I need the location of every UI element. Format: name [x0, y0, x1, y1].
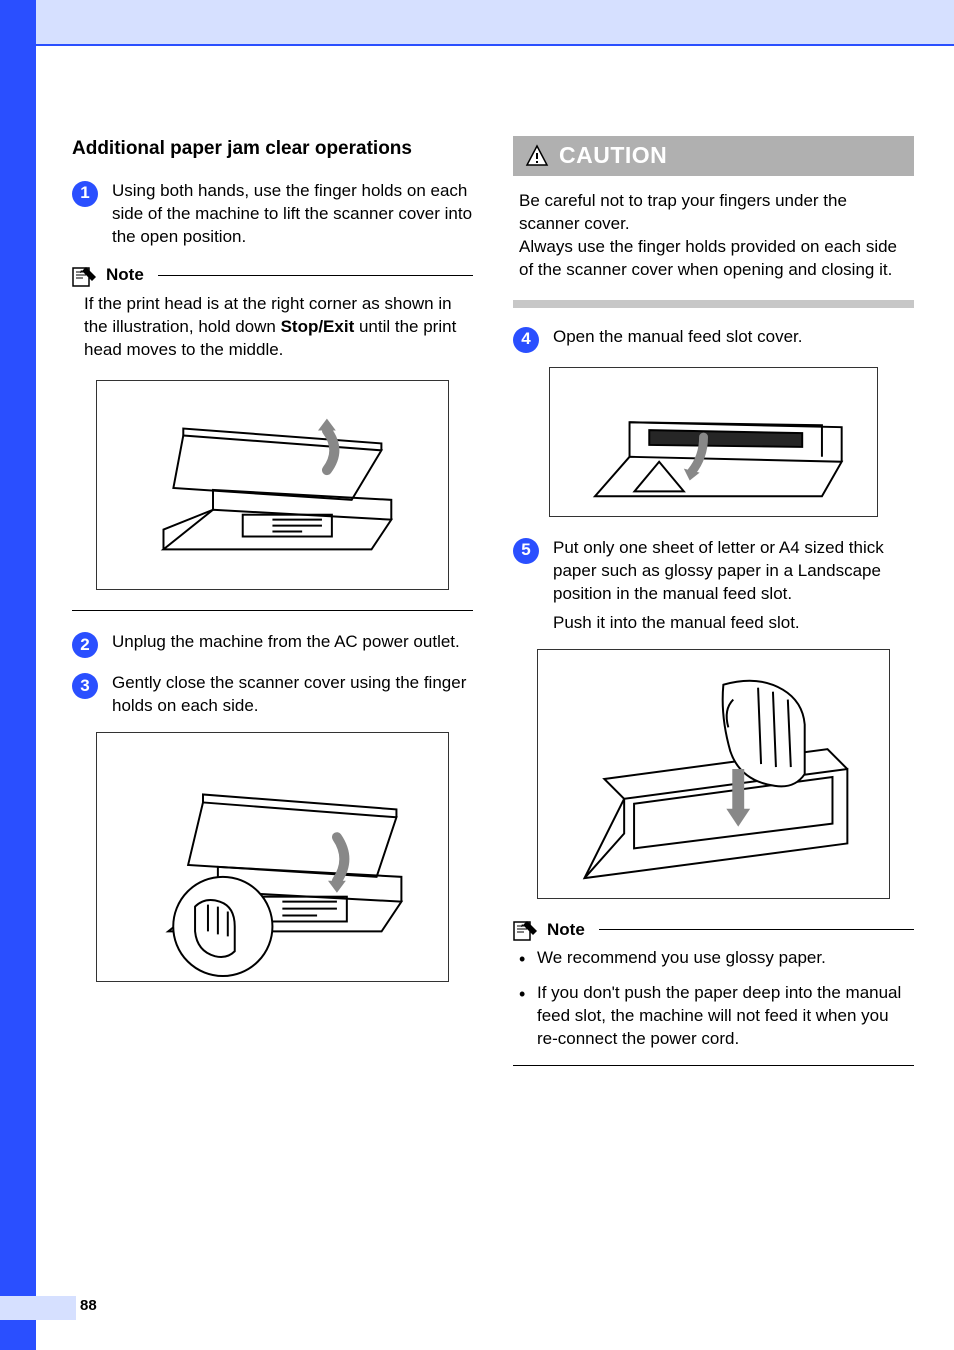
- note-end-rule-2: [513, 1065, 914, 1066]
- step-1-text: Using both hands, use the finger holds o…: [112, 180, 473, 249]
- side-accent-bar: [0, 0, 36, 1350]
- note-block-2: Note We recommend you use glossy paper. …: [513, 919, 914, 1067]
- note-2-item-1: If you don't push the paper deep into th…: [519, 982, 914, 1051]
- note-2-item-0: We recommend you use glossy paper.: [519, 947, 914, 970]
- note-pencil-icon: [513, 919, 539, 941]
- note-end-rule-1: [72, 610, 473, 611]
- step-1: 1 Using both hands, use the finger holds…: [72, 180, 473, 249]
- note-1-bold: Stop/Exit: [281, 317, 355, 336]
- illustration-insert-paper: [537, 649, 890, 899]
- illustration-scanner-close: [96, 732, 449, 982]
- caution-box: CAUTION Be careful not to trap your fing…: [513, 136, 914, 308]
- note-rule-1: [158, 275, 473, 276]
- step-3-text: Gently close the scanner cover using the…: [112, 672, 473, 718]
- header-band: [36, 0, 954, 46]
- step-2-text: Unplug the machine from the AC power out…: [112, 631, 473, 654]
- page-content: Additional paper jam clear operations 1 …: [36, 46, 954, 1350]
- note-1-body: If the print head is at the right corner…: [72, 293, 473, 362]
- step-5b: Push it into the manual feed slot.: [553, 612, 914, 635]
- step-badge-4: 4: [513, 327, 539, 353]
- caution-p1: Be careful not to trap your fingers unde…: [519, 190, 908, 236]
- step-4: 4 Open the manual feed slot cover.: [513, 326, 914, 353]
- note-block-1: Note If the print head is at the right c…: [72, 264, 473, 362]
- step-badge-5: 5: [513, 538, 539, 564]
- note-rule-2: [599, 929, 914, 930]
- right-column: CAUTION Be careful not to trap your fing…: [513, 136, 914, 1084]
- note-2-list: We recommend you use glossy paper. If yo…: [513, 947, 914, 1051]
- step-5: 5 Put only one sheet of letter or A4 siz…: [513, 537, 914, 635]
- caution-label: CAUTION: [559, 140, 667, 171]
- caution-header: CAUTION: [513, 136, 914, 176]
- left-column: Additional paper jam clear operations 1 …: [72, 136, 473, 1084]
- step-badge-2: 2: [72, 632, 98, 658]
- section-title: Additional paper jam clear operations: [72, 136, 473, 162]
- caution-end-bar: [513, 300, 914, 308]
- note-label-1: Note: [106, 264, 144, 287]
- illustration-feed-slot-cover: [549, 367, 878, 517]
- step-badge-1: 1: [72, 181, 98, 207]
- illustration-scanner-open: [96, 380, 449, 590]
- step-5-text: Put only one sheet of letter or A4 sized…: [553, 537, 914, 635]
- caution-p2: Always use the finger holds provided on …: [519, 236, 908, 282]
- step-4-text: Open the manual feed slot cover.: [553, 326, 914, 349]
- step-badge-3: 3: [72, 673, 98, 699]
- step-3: 3 Gently close the scanner cover using t…: [72, 672, 473, 718]
- step-2: 2 Unplug the machine from the AC power o…: [72, 631, 473, 658]
- note-label-2: Note: [547, 919, 585, 942]
- step-5a: Put only one sheet of letter or A4 sized…: [553, 537, 914, 606]
- caution-body: Be careful not to trap your fingers unde…: [513, 176, 914, 294]
- note-pencil-icon: [72, 265, 98, 287]
- warning-triangle-icon: [525, 144, 549, 168]
